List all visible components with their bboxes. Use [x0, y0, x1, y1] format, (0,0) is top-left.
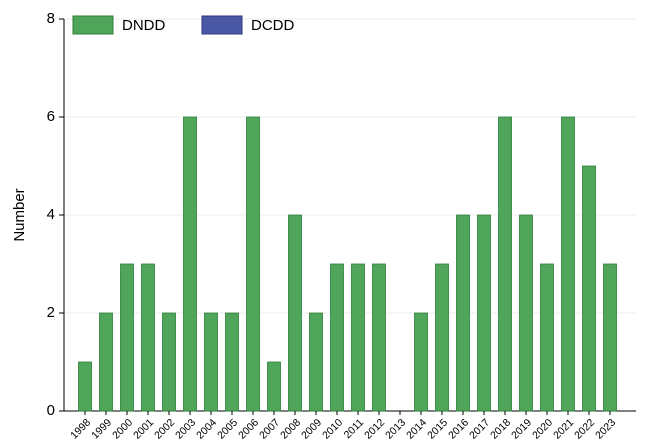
bar: [372, 263, 386, 412]
x-tick-label: 2010: [320, 416, 345, 441]
bar: [225, 312, 239, 412]
x-tick-label: 2012: [362, 416, 387, 441]
x-tick-label: 2018: [488, 416, 513, 441]
legend-swatch: [72, 15, 114, 35]
bar: [582, 165, 596, 412]
x-tick-label: 2015: [425, 416, 450, 441]
bar: [540, 263, 554, 412]
bar: [99, 312, 113, 412]
bar: [351, 263, 365, 412]
bar: [183, 116, 197, 412]
x-tick-label: 2003: [173, 416, 198, 441]
x-tick-label: 2001: [131, 416, 156, 441]
x-tick-label: 2013: [383, 416, 408, 441]
bar: [309, 312, 323, 412]
bar: [414, 312, 428, 412]
bar: [120, 263, 134, 412]
bar: [561, 116, 575, 412]
bar: [435, 263, 449, 412]
x-tick-label: 2011: [342, 416, 367, 441]
x-tick-label: 1999: [89, 416, 114, 441]
bar: [78, 361, 92, 412]
bar: [246, 116, 260, 412]
x-tick-label: 2009: [299, 416, 324, 441]
x-tick-label: 2004: [194, 416, 219, 441]
bar: [456, 214, 470, 412]
bar: [267, 361, 281, 412]
x-tick-label: 1998: [68, 416, 93, 441]
bar: [141, 263, 155, 412]
x-tick-label: 2000: [110, 416, 135, 441]
y-axis-label: Number: [11, 188, 28, 241]
bar: [519, 214, 533, 412]
bar: [204, 312, 218, 412]
x-tick-label: 2017: [467, 416, 492, 441]
x-tick-label: 2022: [572, 416, 597, 441]
x-tick-label: 2005: [215, 416, 240, 441]
y-tick-label: 2: [47, 304, 55, 321]
legend-label: DNDD: [122, 17, 165, 34]
bar: [162, 312, 176, 412]
x-tick-label: 2023: [593, 416, 618, 441]
bar: [330, 263, 344, 412]
bar: [498, 116, 512, 412]
x-tick-label: 2020: [530, 416, 555, 441]
y-tick-label: 8: [47, 10, 55, 27]
bar: [288, 214, 302, 412]
x-tick-label: 2019: [509, 416, 534, 441]
x-tick-label: 2006: [236, 416, 261, 441]
x-tick-label: 2016: [446, 416, 471, 441]
legend-swatch: [201, 15, 243, 35]
x-tick-label: 2007: [257, 416, 282, 441]
x-tick-label: 2014: [404, 416, 429, 441]
x-tick-label: 2008: [278, 416, 303, 441]
legend-label: DCDD: [251, 17, 294, 34]
x-tick-label: 2002: [152, 416, 177, 441]
bar: [477, 214, 491, 412]
y-tick-label: 6: [47, 108, 55, 125]
bar: [603, 263, 617, 412]
y-tick-label: 4: [47, 206, 55, 223]
y-tick-label: 0: [47, 402, 55, 419]
x-tick-label: 2021: [551, 416, 576, 441]
